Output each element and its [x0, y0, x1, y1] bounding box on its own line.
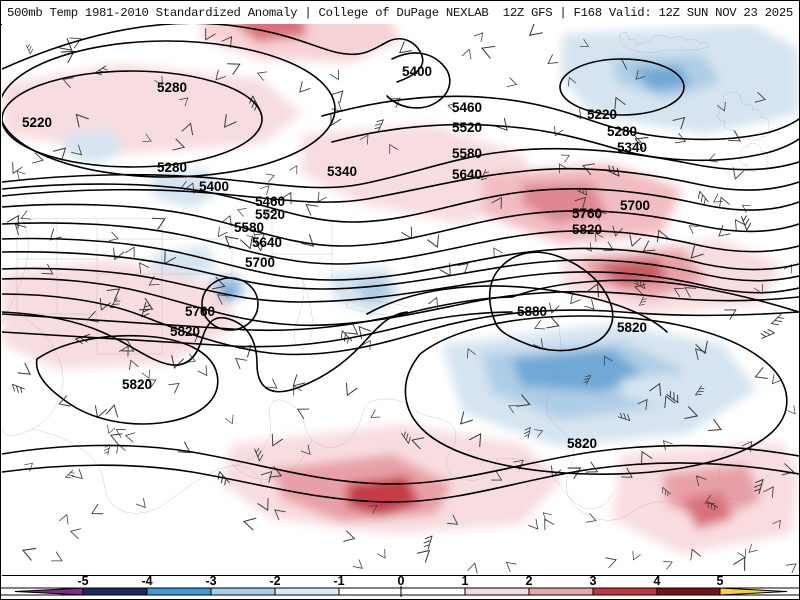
- svg-text:-4: -4: [141, 575, 152, 588]
- svg-text:5640: 5640: [252, 235, 282, 250]
- svg-text:5220: 5220: [22, 115, 52, 130]
- svg-text:3: 3: [590, 575, 597, 588]
- svg-text:-1: -1: [333, 575, 344, 588]
- svg-text:5820: 5820: [122, 377, 152, 392]
- svg-text:5520: 5520: [452, 120, 482, 135]
- svg-text:5400: 5400: [402, 64, 432, 79]
- svg-text:5700: 5700: [245, 255, 275, 270]
- svg-text:2: 2: [526, 575, 533, 588]
- svg-text:-2: -2: [269, 575, 280, 588]
- svg-text:5760: 5760: [185, 304, 215, 319]
- svg-text:5280: 5280: [157, 80, 187, 95]
- svg-text:5820: 5820: [617, 320, 647, 335]
- svg-text:5340: 5340: [327, 164, 357, 179]
- svg-text:1: 1: [462, 575, 469, 588]
- svg-text:4: 4: [654, 575, 661, 588]
- svg-text:5400: 5400: [199, 179, 229, 194]
- svg-text:5760: 5760: [572, 206, 602, 221]
- svg-text:-5: -5: [77, 575, 88, 588]
- svg-text:5820: 5820: [170, 324, 200, 339]
- svg-text:-3: -3: [205, 575, 216, 588]
- svg-text:5640: 5640: [452, 167, 482, 182]
- svg-text:5: 5: [717, 575, 724, 588]
- svg-text:5580: 5580: [234, 220, 264, 235]
- svg-text:5460: 5460: [452, 100, 482, 115]
- svg-text:5280: 5280: [607, 124, 637, 139]
- svg-text:5220: 5220: [587, 107, 617, 122]
- svg-text:5880: 5880: [517, 304, 547, 319]
- svg-text:5340: 5340: [617, 140, 647, 155]
- svg-text:5820: 5820: [572, 222, 602, 237]
- svg-text:5700: 5700: [620, 198, 650, 213]
- svg-text:5820: 5820: [567, 436, 597, 451]
- svg-text:5280: 5280: [157, 160, 187, 175]
- svg-text:5580: 5580: [452, 146, 482, 161]
